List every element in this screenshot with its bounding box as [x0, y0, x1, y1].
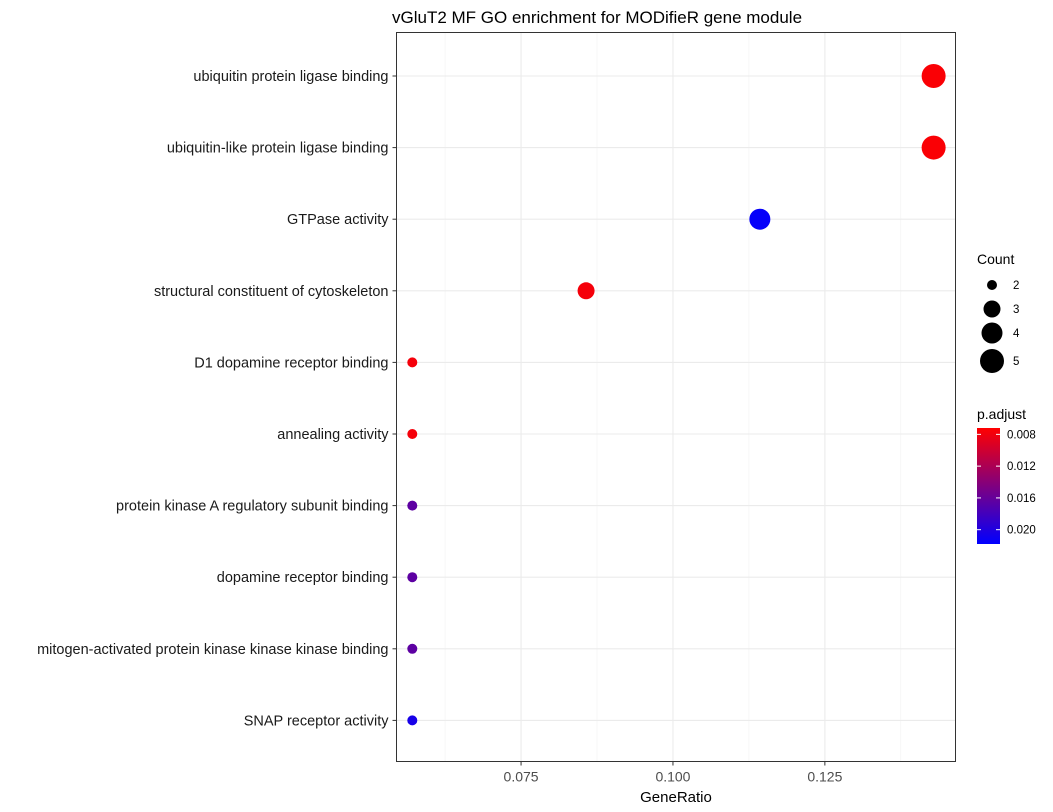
size-legend-key — [983, 300, 1001, 318]
color-legend-bar — [977, 428, 1000, 544]
data-point — [407, 643, 418, 654]
x-axis-ticks: 0.075 0.100 0.125 — [504, 761, 843, 785]
y-tick-label: ubiquitin-like protein ligase binding — [167, 141, 389, 157]
chart-title: vGluT2 MF GO enrichment for MODifieR gen… — [392, 8, 802, 27]
y-tick-label: SNAP receptor activity — [244, 713, 390, 729]
data-point — [921, 64, 946, 88]
y-tick-label: protein kinase A regulatory subunit bind… — [116, 499, 388, 515]
size-legend-label: 2 — [1013, 280, 1019, 292]
color-legend-label: 0.008 — [1007, 429, 1036, 441]
y-tick-label: annealing activity — [277, 427, 389, 443]
size-legend-label: 4 — [1013, 328, 1020, 340]
color-legend-label: 0.020 — [1007, 525, 1036, 537]
x-tick-label: 0.125 — [807, 769, 842, 785]
y-tick-label: structural constituent of cytoskeleton — [154, 284, 389, 300]
size-legend-label: 5 — [1013, 356, 1019, 368]
data-point — [407, 429, 418, 439]
grid-lines — [396, 32, 956, 762]
size-legend: 2 3 4 5 — [980, 280, 1020, 373]
color-legend-label: 0.012 — [1007, 461, 1036, 473]
data-point — [407, 500, 418, 511]
data-point — [749, 208, 771, 230]
panel-border — [396, 32, 956, 762]
data-point — [577, 282, 595, 300]
x-axis-title: GeneRatio — [640, 789, 712, 806]
color-legend-ticks: 0.008 0.012 0.016 0.020 — [977, 429, 1036, 537]
y-tick-label: GTPase activity — [287, 212, 389, 228]
size-legend-key — [987, 280, 997, 290]
y-axis-labels: ubiquitin protein ligase binding ubiquiti… — [37, 69, 397, 729]
data-point — [921, 135, 946, 160]
x-tick-label: 0.100 — [655, 769, 690, 785]
y-tick-label: D1 dopamine receptor binding — [194, 355, 388, 371]
size-legend-label: 3 — [1013, 304, 1019, 316]
y-tick-label: dopamine receptor binding — [217, 570, 389, 586]
x-tick-label: 0.075 — [504, 769, 539, 785]
size-legend-title: Count — [977, 251, 1014, 267]
y-tick-label: ubiquitin protein ligase binding — [193, 69, 388, 85]
size-legend-key — [981, 322, 1003, 344]
color-legend-label: 0.016 — [1007, 493, 1036, 505]
size-legend-key — [980, 349, 1004, 373]
data-point — [407, 715, 418, 726]
data-point — [407, 357, 418, 368]
color-legend-title: p.adjust — [977, 406, 1026, 422]
data-points — [407, 64, 946, 726]
data-point — [407, 572, 418, 583]
y-tick-label: mitogen-activated protein kinase kinase … — [37, 642, 388, 658]
